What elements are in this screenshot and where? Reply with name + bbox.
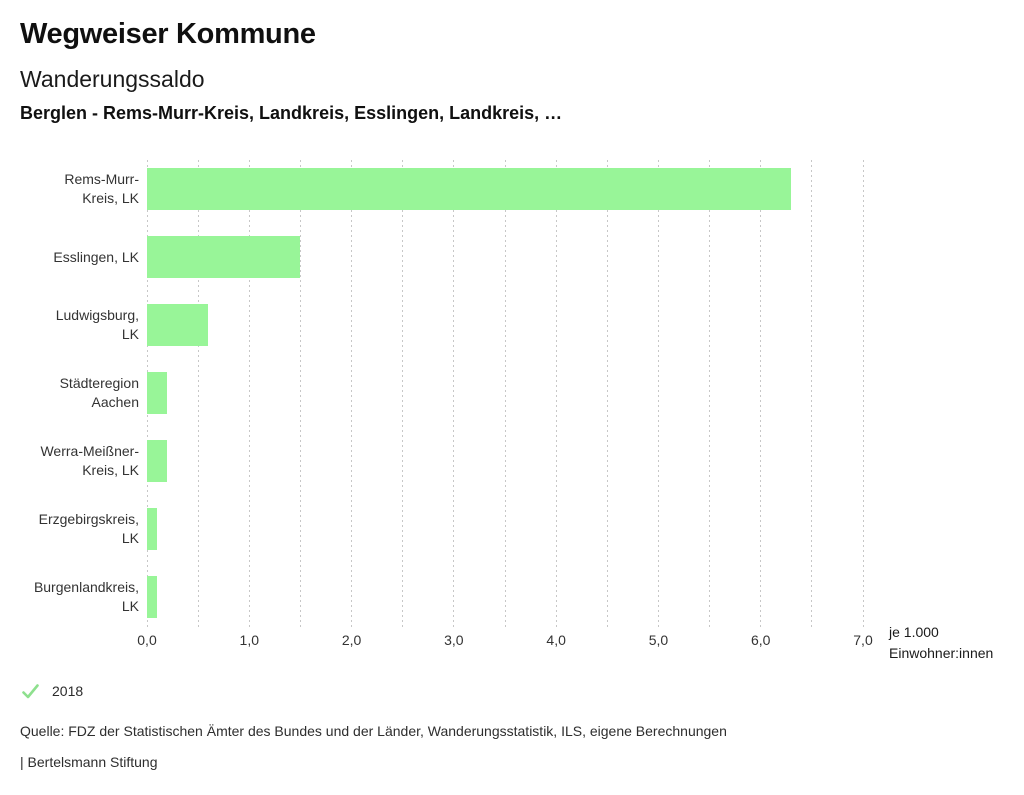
category-label-line: Aachen xyxy=(91,394,139,410)
category-label-line: Werra-Meißner- xyxy=(40,443,139,459)
bar-chart: Rems-Murr- Kreis, LK Esslingen, LK Ludwigsb… xyxy=(20,168,863,618)
chart-row: Städteregion Aachen xyxy=(20,372,863,414)
chart-context-line: Berglen - Rems-Murr-Kreis, Landkreis, Es… xyxy=(20,103,563,123)
branding-line: | Bertelsmann Stiftung xyxy=(20,754,158,770)
x-tick-label: 7,0 xyxy=(853,632,873,648)
category-label: Erzgebirgskreis, LK xyxy=(20,508,147,550)
chart-row: Ludwigsburg, LK xyxy=(20,304,863,346)
bar-track xyxy=(147,372,863,414)
bar-Ludwigsburg, LK[interactable] xyxy=(147,304,209,346)
category-label-line: LK xyxy=(121,530,139,546)
x-tick-label: 4,0 xyxy=(546,632,566,648)
x-axis-unit-label: je 1.000 Einwohner:innen xyxy=(889,624,994,661)
bar-track xyxy=(147,236,863,278)
bar-Erzgebirgskreis, LK[interactable] xyxy=(147,508,158,550)
bar-Esslingen, LK[interactable] xyxy=(147,236,301,278)
x-tick-label: 6,0 xyxy=(750,632,771,648)
x-axis-tick-labels: 0,0 1,0 2,0 3,0 4,0 5,0 6,0 7,0 xyxy=(137,632,872,650)
category-label-line: Ludwigsburg, xyxy=(55,307,139,323)
bar-track xyxy=(147,168,863,210)
category-label-line: Kreis, LK xyxy=(82,190,139,206)
bar-track xyxy=(147,508,863,550)
bar-Burgenlandkreis, LK[interactable] xyxy=(147,576,158,618)
bar-Werra-Meißner-Kreis, LK[interactable] xyxy=(147,440,168,482)
category-label-line: LK xyxy=(121,326,139,342)
x-tick-label: 0,0 xyxy=(137,632,157,648)
bar-track xyxy=(147,440,863,482)
chart-row: Burgenlandkreis, LK xyxy=(20,576,863,618)
category-label-line: Rems-Murr- xyxy=(64,171,139,187)
chart-row: Esslingen, LK xyxy=(20,236,863,278)
bar-track xyxy=(147,304,863,346)
bar-Rems-Murr-Kreis, LK[interactable] xyxy=(147,168,792,210)
x-tick-label: 1,0 xyxy=(239,632,260,648)
x-tick-label: 3,0 xyxy=(444,632,464,648)
category-label: Rems-Murr- Kreis, LK xyxy=(20,168,147,210)
category-label-line: Städteregion xyxy=(59,375,139,391)
category-label-line: Erzgebirgskreis, xyxy=(38,511,139,527)
chart-row: Erzgebirgskreis, LK xyxy=(20,508,863,550)
check-icon xyxy=(22,683,39,698)
category-label: Ludwigsburg, LK xyxy=(20,304,147,346)
category-label: Städteregion Aachen xyxy=(20,372,147,414)
chart-row: Rems-Murr- Kreis, LK xyxy=(20,168,863,210)
category-label-line: Kreis, LK xyxy=(82,462,139,478)
legend-item-2018[interactable]: 2018 xyxy=(22,683,83,699)
source-line: Quelle: FDZ der Statistischen Ämter des … xyxy=(20,723,727,739)
category-label-line: Esslingen, LK xyxy=(53,248,139,265)
bar-track xyxy=(147,576,863,618)
x-tick-label: 5,0 xyxy=(648,632,669,648)
chart-title: Wanderungssaldo xyxy=(20,66,205,92)
category-label: Werra-Meißner- Kreis, LK xyxy=(20,440,147,482)
legend-label: 2018 xyxy=(52,683,84,699)
bar-Städteregion Aachen[interactable] xyxy=(147,372,168,414)
x-tick-label: 2,0 xyxy=(341,632,362,648)
category-label-line: LK xyxy=(121,598,139,614)
category-label: Esslingen, LK xyxy=(20,236,147,278)
chart-row: Werra-Meißner- Kreis, LK xyxy=(20,440,863,482)
category-label-line: Burgenlandkreis, xyxy=(33,579,139,595)
app-title: Wegweiser Kommune xyxy=(20,18,316,50)
category-label: Burgenlandkreis, LK xyxy=(20,576,147,618)
